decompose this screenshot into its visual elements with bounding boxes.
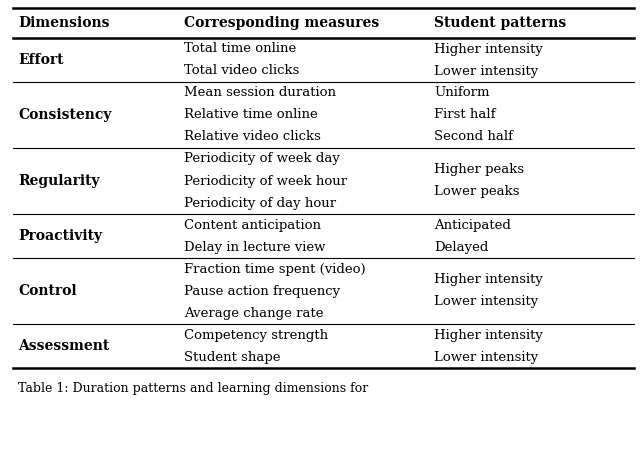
Text: Lower intensity: Lower intensity	[434, 65, 538, 78]
Text: Control: Control	[18, 284, 77, 298]
Text: Corresponding measures: Corresponding measures	[184, 16, 380, 30]
Text: Periodicity of week hour: Periodicity of week hour	[184, 174, 348, 187]
Text: Uniform: Uniform	[434, 87, 490, 99]
Text: First half: First half	[434, 108, 495, 122]
Text: Relative time online: Relative time online	[184, 108, 318, 122]
Text: Effort: Effort	[18, 53, 63, 67]
Text: Total video clicks: Total video clicks	[184, 65, 300, 78]
Text: Student shape: Student shape	[184, 350, 281, 364]
Text: Higher intensity: Higher intensity	[434, 328, 543, 341]
Text: Periodicity of day hour: Periodicity of day hour	[184, 196, 337, 210]
Text: Periodicity of week day: Periodicity of week day	[184, 153, 340, 165]
Text: Lower intensity: Lower intensity	[434, 350, 538, 364]
Text: Content anticipation: Content anticipation	[184, 219, 321, 232]
Text: Mean session duration: Mean session duration	[184, 87, 337, 99]
Text: Dimensions: Dimensions	[18, 16, 109, 30]
Text: Student patterns: Student patterns	[434, 16, 566, 30]
Text: Delay in lecture view: Delay in lecture view	[184, 241, 326, 253]
Text: Average change rate: Average change rate	[184, 307, 324, 319]
Text: Delayed: Delayed	[434, 241, 488, 253]
Text: Relative video clicks: Relative video clicks	[184, 130, 321, 144]
Text: Anticipated: Anticipated	[434, 219, 511, 232]
Text: Assessment: Assessment	[18, 339, 109, 353]
Text: Pause action frequency: Pause action frequency	[184, 284, 340, 298]
Text: Consistency: Consistency	[18, 108, 111, 122]
Text: Regularity: Regularity	[18, 174, 100, 188]
Text: Lower intensity: Lower intensity	[434, 295, 538, 309]
Text: Competency strength: Competency strength	[184, 328, 328, 341]
Text: Total time online: Total time online	[184, 42, 296, 56]
Text: Proactivity: Proactivity	[18, 229, 102, 243]
Text: Higher peaks: Higher peaks	[434, 163, 524, 177]
Text: Lower peaks: Lower peaks	[434, 186, 520, 198]
Text: Table 1: Duration patterns and learning dimensions for: Table 1: Duration patterns and learning …	[18, 382, 368, 395]
Text: Second half: Second half	[434, 130, 513, 144]
Text: Higher intensity: Higher intensity	[434, 274, 543, 286]
Text: Higher intensity: Higher intensity	[434, 42, 543, 56]
Text: Fraction time spent (video): Fraction time spent (video)	[184, 262, 366, 276]
